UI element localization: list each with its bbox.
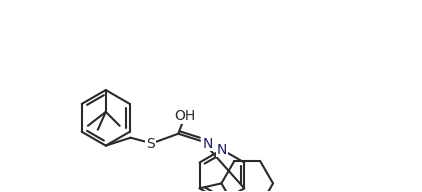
Text: S: S (146, 137, 155, 151)
Text: N: N (217, 143, 227, 157)
Text: N: N (203, 137, 213, 151)
Text: OH: OH (175, 109, 196, 123)
